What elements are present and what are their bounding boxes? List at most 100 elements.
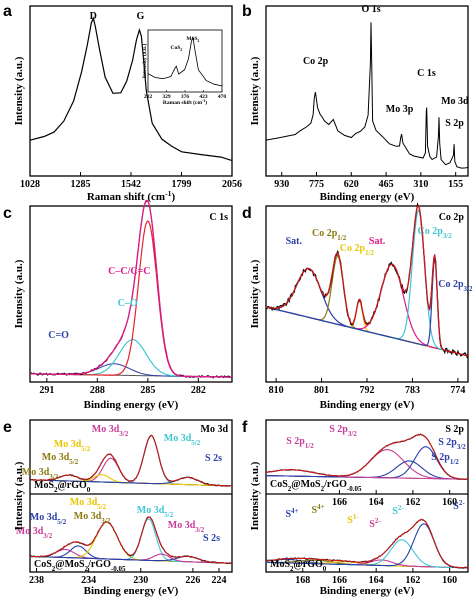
panel-b: 930 775 620 465 310 155 Co 2p O 1s Mo 3p C 1s Mo 3… bbox=[242, 3, 469, 203]
text-part: 3/2 bbox=[101, 517, 110, 525]
label-mo3d52-b: Mo 3d5/2 bbox=[42, 452, 79, 466]
peak-label: S 2p bbox=[445, 118, 464, 129]
label-s4-a: S4+ bbox=[285, 507, 298, 520]
y-axis-label: Intensity (a.u.) bbox=[249, 56, 261, 125]
text-part: 3/2 bbox=[43, 532, 52, 540]
text-part: -1 bbox=[202, 99, 205, 103]
text-part: @rGO bbox=[58, 480, 88, 491]
inset-x-axis-label: Raman shift (cm-1) bbox=[163, 99, 207, 106]
peak-label: O 1s bbox=[361, 4, 380, 15]
c1s-envelope bbox=[30, 199, 232, 378]
text-part: 5/2 bbox=[57, 518, 66, 526]
label-lower-mo3d32: Mo 3d3/2 bbox=[74, 511, 111, 525]
y-axis-label: Intensity (a.u.) bbox=[249, 461, 261, 530]
x-tick-label: 162 bbox=[405, 497, 420, 508]
panel-title: Mo 3d bbox=[201, 424, 229, 435]
lower-envelope bbox=[265, 519, 469, 569]
text-part: Mo 3d bbox=[137, 505, 165, 516]
label-s4-b: S4+ bbox=[311, 503, 324, 516]
text-part: ) bbox=[171, 191, 175, 203]
text-part: Mo 3d bbox=[168, 520, 196, 531]
sample-label-upper: MoS2@rGO0 bbox=[34, 480, 91, 494]
label-s2-a: S2- bbox=[369, 517, 381, 530]
co2p32-fit-2 bbox=[265, 258, 469, 357]
text-part: 5/2 bbox=[164, 511, 173, 519]
x-tick-label: 160 bbox=[442, 497, 457, 508]
text-part: 2 bbox=[290, 565, 294, 573]
x-tick-label: 238 bbox=[29, 575, 44, 586]
panel-label-c: c bbox=[3, 205, 12, 222]
x-tick-label: 164 bbox=[369, 497, 384, 508]
x-tick-label: 310 bbox=[413, 179, 428, 190]
x-tick-label: 160 bbox=[442, 575, 457, 586]
text-part: 3/2 bbox=[119, 430, 128, 438]
x-tick-label: 155 bbox=[448, 179, 463, 190]
inset-x-tick-label: 329 bbox=[162, 94, 171, 100]
x-tick-label: 620 bbox=[344, 179, 359, 190]
text-part: Mo 3d bbox=[42, 452, 70, 463]
text-part: CoS bbox=[270, 479, 288, 490]
x-axis-label: Binding energy (eV) bbox=[320, 585, 415, 597]
plot-frame bbox=[29, 419, 233, 573]
text-part: 2- bbox=[375, 517, 382, 525]
peak-label-c-eq-o: C=O bbox=[48, 330, 69, 341]
text-part: Raman shift (cm bbox=[163, 99, 203, 106]
x-tick-label: 234 bbox=[81, 575, 96, 586]
x-tick-label: 226 bbox=[185, 575, 200, 586]
text-part: -0.05 bbox=[347, 485, 362, 493]
text-part: 5/2 bbox=[191, 439, 200, 447]
text-part: 3/2 bbox=[443, 232, 452, 240]
text-part: @MoS bbox=[291, 479, 321, 490]
text-part: Mo 3d bbox=[16, 526, 44, 537]
x-tick-label: 783 bbox=[405, 385, 420, 396]
text-part: 2- bbox=[398, 504, 405, 512]
peak-label: Co 2p1/2 bbox=[340, 243, 375, 257]
inset-peak-label: MoS2 bbox=[186, 36, 199, 43]
text-part: /rGO bbox=[87, 559, 111, 570]
inset-y-axis-label: Intensity (a.u.) bbox=[141, 44, 148, 79]
text-part: 2 bbox=[52, 565, 56, 573]
text-part: Mo 3d bbox=[164, 433, 192, 444]
plot-frame bbox=[265, 419, 469, 573]
plot-frame bbox=[29, 205, 233, 383]
panel-label-f: f bbox=[242, 419, 248, 436]
x-tick-label: 224 bbox=[211, 575, 226, 586]
x-axis-label: Binding energy (eV) bbox=[320, 191, 415, 203]
y-axis-label: Intensity (a.u.) bbox=[13, 461, 25, 530]
text-part: 5/2 bbox=[97, 503, 106, 511]
text-part: 5/2 bbox=[69, 458, 78, 466]
x-tick-label: 792 bbox=[360, 385, 375, 396]
y-axis-label: Intensity (a.u.) bbox=[13, 56, 25, 125]
text-part: 3/2 bbox=[49, 473, 58, 481]
text-part: MoS bbox=[186, 36, 197, 42]
text-part: 2 bbox=[180, 48, 182, 52]
text-part: 1- bbox=[353, 513, 360, 521]
inset-frame bbox=[147, 29, 223, 93]
peak-label-d: D bbox=[90, 11, 97, 22]
text-part: Mo 3d bbox=[22, 467, 50, 478]
text-part: CoS bbox=[170, 45, 180, 51]
inset-x-tick-label: 282 bbox=[144, 94, 153, 100]
text-part: MoS bbox=[34, 480, 54, 491]
text-part: 0 bbox=[87, 486, 91, 494]
label-lower-mo3d52: Mo 3d5/2 bbox=[70, 497, 107, 511]
label-s2p12: S 2p1/2 bbox=[286, 436, 314, 450]
label-s2p12-b: S 2p1/2 bbox=[431, 452, 459, 466]
text-part: 4+ bbox=[317, 503, 325, 511]
x-axis-label: Binding energy (eV) bbox=[84, 399, 179, 411]
x-tick-label: 1799 bbox=[172, 179, 192, 190]
text-part: 1/2 bbox=[450, 458, 459, 466]
label-s2s: S 2s bbox=[205, 453, 222, 464]
text-part: Co 2p bbox=[438, 279, 464, 290]
raman-series bbox=[29, 16, 233, 162]
text-part: CoS bbox=[34, 559, 52, 570]
y-axis-label: Intensity (a.u.) bbox=[249, 259, 261, 328]
text-part: S bbox=[453, 501, 459, 512]
x-axis-label: Binding energy (eV) bbox=[320, 399, 415, 411]
text-part: 2 bbox=[288, 485, 292, 493]
text-part: 1/2 bbox=[305, 442, 314, 450]
